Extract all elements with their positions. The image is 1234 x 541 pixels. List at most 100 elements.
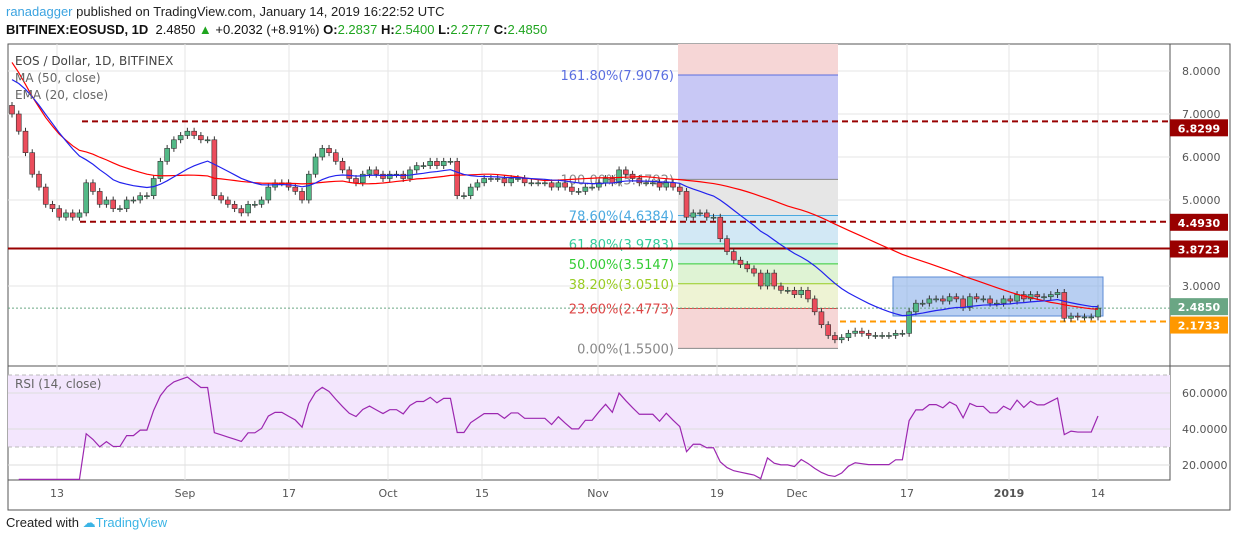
candle [973, 296, 980, 300]
candle [899, 332, 906, 335]
candle [76, 212, 83, 218]
candle [56, 208, 63, 218]
candle [380, 173, 386, 179]
fib-zone [678, 283, 838, 309]
candle [386, 173, 393, 179]
candle [521, 178, 528, 184]
candle [1068, 315, 1074, 319]
candle [940, 298, 946, 302]
fib-zone [678, 74, 838, 180]
candle [420, 165, 427, 167]
candle [103, 199, 110, 205]
candle [63, 212, 69, 218]
candle [683, 191, 690, 218]
candle [953, 296, 960, 300]
candle [515, 178, 521, 180]
candle [69, 212, 76, 218]
candle [434, 161, 440, 166]
last-price: 2.4850 [155, 22, 196, 37]
candle [117, 208, 123, 210]
candle [710, 216, 717, 219]
y-tick-label: 6.0000 [1182, 151, 1221, 164]
low-value: 2.2777 [450, 22, 491, 37]
rsi-tick-label: 60.0000 [1182, 387, 1228, 400]
candle [987, 298, 993, 304]
x-tick-label: Nov [587, 487, 609, 500]
candle [1034, 294, 1041, 298]
fib-zone [678, 44, 838, 75]
candle [49, 204, 56, 209]
candle [427, 161, 434, 166]
candle [569, 186, 575, 192]
candle [400, 173, 407, 179]
publish-info: published on TradingView.com, January 14… [76, 4, 445, 19]
candle [191, 130, 197, 136]
y-tick-label: 8.0000 [1182, 65, 1221, 78]
fib-zone [678, 308, 838, 349]
price-label: 2.1733 [1178, 320, 1220, 333]
candle [663, 182, 670, 188]
candle [886, 335, 892, 337]
candle [265, 186, 272, 201]
y-tick-label: 5.0000 [1182, 194, 1221, 207]
fib-level-label: 161.80%(7.9076) [561, 69, 674, 84]
price-label-box [1170, 316, 1228, 334]
candle [717, 216, 724, 239]
candle [36, 173, 42, 188]
candle [177, 135, 184, 141]
candle [494, 178, 501, 180]
candle [508, 178, 514, 184]
candle [1000, 298, 1007, 304]
candle [926, 298, 933, 304]
fib-level-label: 23.60%(2.4773) [569, 302, 674, 317]
price-label: 2.4850 [1178, 301, 1221, 314]
candle [528, 182, 535, 185]
candle [225, 199, 231, 205]
candle [144, 195, 150, 197]
candle [697, 212, 703, 215]
publish-line: ranadagger published on TradingView.com,… [6, 4, 444, 19]
author-link[interactable]: ranadagger [6, 4, 73, 19]
candle [589, 186, 595, 189]
candle [865, 332, 872, 336]
candle [852, 330, 858, 334]
candle [346, 169, 353, 179]
candle [157, 161, 164, 179]
candle [906, 311, 912, 334]
price-label-box [1170, 213, 1228, 231]
candle [15, 113, 22, 132]
price-label-box [1170, 240, 1228, 258]
ema-legend: EMA (20, close) [15, 88, 108, 102]
candle [1054, 292, 1061, 295]
candle [535, 182, 541, 185]
candle [461, 195, 467, 197]
candle [474, 182, 481, 188]
fib-level-label: 61.80%(3.9783) [569, 238, 674, 253]
candle [919, 302, 926, 305]
outer-frame [7, 43, 1231, 511]
candle [784, 289, 791, 292]
candle [730, 251, 737, 261]
candle [501, 178, 508, 184]
fib-zone [678, 243, 838, 264]
candle [488, 178, 494, 180]
candle [481, 178, 487, 184]
candle [960, 298, 966, 308]
candle [29, 152, 36, 175]
x-tick-label: 17 [900, 487, 914, 500]
candle [791, 289, 798, 295]
x-tick-label: Dec [786, 487, 807, 500]
fib-level-label: 38.20%(3.0510) [569, 278, 674, 293]
candle [1081, 316, 1088, 319]
candle [737, 259, 744, 265]
candle [373, 169, 380, 175]
candle [859, 330, 865, 334]
tradingview-link[interactable]: TradingView [95, 515, 168, 530]
candle [252, 204, 258, 206]
candle [602, 178, 609, 184]
rsi-tick-label: 20.0000 [1182, 459, 1228, 472]
rsi-line [18, 376, 1099, 480]
candle [1095, 307, 1101, 318]
